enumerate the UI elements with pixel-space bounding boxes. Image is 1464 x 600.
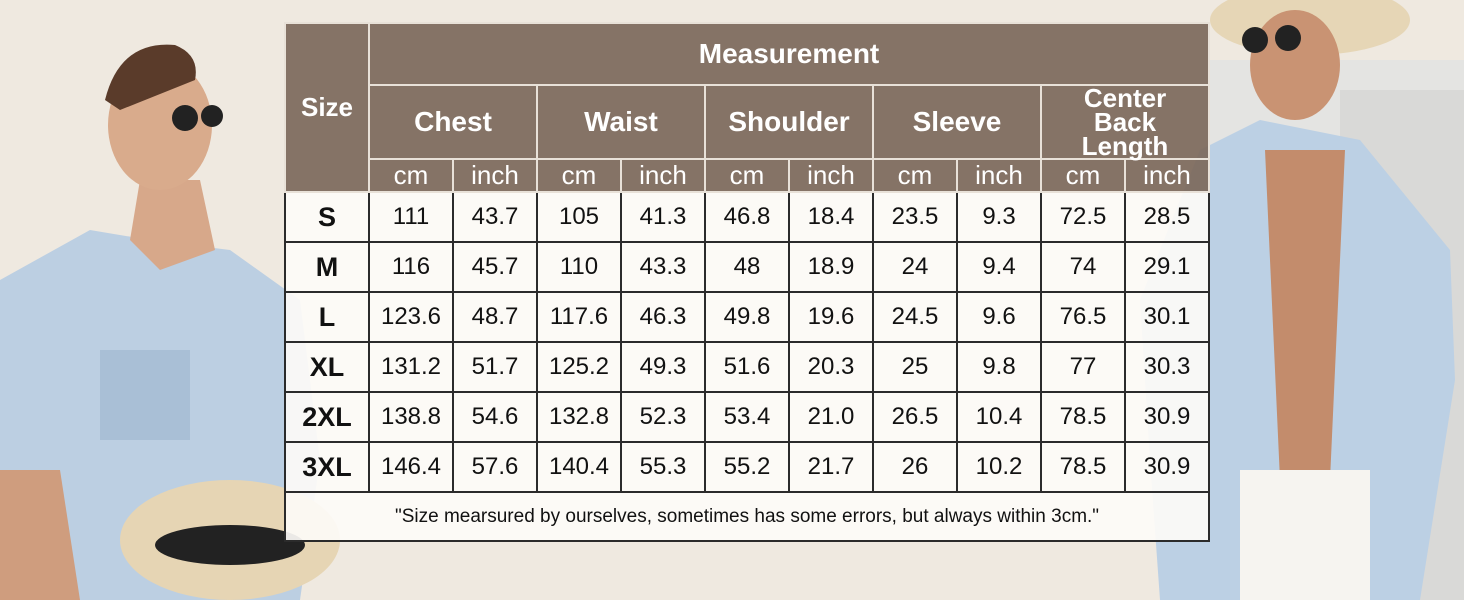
unit-header-cm: cm — [704, 158, 790, 193]
measurement-cell: 30.9 — [1123, 391, 1211, 443]
measurement-cell: 9.3 — [956, 191, 1042, 243]
measurement-cell: 26 — [872, 441, 958, 493]
measurement-cell: 77 — [1040, 341, 1126, 393]
model-left — [0, 44, 340, 600]
table-row: 3XL 146.4 57.6 140.4 55.3 55.2 21.7 26 10.2 78.5 3… — [284, 441, 1211, 493]
column-group-chest: Chest — [368, 84, 538, 160]
measurement-cell: 21.7 — [788, 441, 874, 493]
model-right — [1140, 0, 1455, 600]
table-row: 2XL 138.8 54.6 132.8 52.3 53.4 21.0 26.5 10.4 78.… — [284, 391, 1211, 443]
measurement-cell: 51.7 — [452, 341, 538, 393]
unit-header-inch: inch — [1123, 158, 1211, 193]
measurement-cell: 78.5 — [1040, 391, 1126, 443]
measurement-cell: 74 — [1040, 241, 1126, 293]
measurement-cell: 28.5 — [1123, 191, 1211, 243]
measurement-cell: 131.2 — [368, 341, 454, 393]
table-row: S 111 43.7 105 41.3 46.8 18.4 23.5 9.3 72.5 28.5 — [284, 191, 1211, 243]
size-chart-table: Size Measurement Chest Waist Shoulder Sleev… — [283, 22, 1211, 542]
measurement-cell: 117.6 — [536, 291, 622, 343]
measurement-cell: 23.5 — [872, 191, 958, 243]
measurement-cell: 20.3 — [788, 341, 874, 393]
measurement-cell: 132.8 — [536, 391, 622, 443]
measurement-cell: 19.6 — [788, 291, 874, 343]
measurement-cell: 72.5 — [1040, 191, 1126, 243]
measurement-cell: 10.4 — [956, 391, 1042, 443]
measurement-cell: 49.8 — [704, 291, 790, 343]
measurement-cell: 146.4 — [368, 441, 454, 493]
measurement-cell: 25 — [872, 341, 958, 393]
size-label: S — [284, 191, 370, 243]
measurement-cell: 123.6 — [368, 291, 454, 343]
measurement-cell: 53.4 — [704, 391, 790, 443]
size-header: Size — [284, 22, 370, 193]
measurement-cell: 140.4 — [536, 441, 622, 493]
measurement-cell: 18.4 — [788, 191, 874, 243]
measurement-cell: 78.5 — [1040, 441, 1126, 493]
measurement-cell: 24.5 — [872, 291, 958, 343]
measurement-note: "Size mearsured by ourselves, sometimes … — [283, 491, 1211, 542]
measurement-cell: 138.8 — [368, 391, 454, 443]
unit-header-inch: inch — [956, 158, 1042, 193]
measurement-cell: 21.0 — [788, 391, 874, 443]
measurement-cell: 18.9 — [788, 241, 874, 293]
measurement-cell: 30.1 — [1123, 291, 1211, 343]
unit-header-cm: cm — [872, 158, 958, 193]
measurement-header: Measurement — [367, 22, 1211, 86]
measurement-cell: 10.2 — [956, 441, 1042, 493]
measurement-cell: 30.9 — [1123, 441, 1211, 493]
measurement-cell: 55.3 — [620, 441, 706, 493]
measurement-cell: 125.2 — [536, 341, 622, 393]
size-label: L — [284, 291, 370, 343]
measurement-cell: 46.8 — [704, 191, 790, 243]
measurement-cell: 57.6 — [452, 441, 538, 493]
measurement-cell: 110 — [536, 241, 622, 293]
table-row: M 116 45.7 110 43.3 48 18.9 24 9.4 74 29.1 — [284, 241, 1211, 293]
measurement-cell: 48.7 — [452, 291, 538, 343]
unit-header-cm: cm — [1040, 158, 1126, 193]
column-group-center-back-length: Center Back Length — [1039, 84, 1211, 160]
unit-header-cm: cm — [536, 158, 622, 193]
measurement-cell: 9.6 — [956, 291, 1042, 343]
measurement-cell: 9.4 — [956, 241, 1042, 293]
measurement-cell: 45.7 — [452, 241, 538, 293]
unit-header-inch: inch — [452, 158, 538, 193]
measurement-cell: 41.3 — [620, 191, 706, 243]
measurement-cell: 29.1 — [1123, 241, 1211, 293]
measurement-cell: 46.3 — [620, 291, 706, 343]
size-label: 3XL — [284, 441, 370, 493]
size-label: 2XL — [284, 391, 370, 443]
measurement-cell: 55.2 — [704, 441, 790, 493]
measurement-cell: 49.3 — [620, 341, 706, 393]
unit-header-inch: inch — [788, 158, 874, 193]
measurement-cell: 48 — [704, 241, 790, 293]
unit-header-inch: inch — [620, 158, 706, 193]
measurement-cell: 105 — [536, 191, 622, 243]
measurement-cell: 9.8 — [956, 341, 1042, 393]
column-group-sleeve: Sleeve — [872, 84, 1042, 160]
table-row: XL 131.2 51.7 125.2 49.3 51.6 20.3 25 9.8 77 30.3 — [284, 341, 1211, 393]
measurement-cell: 26.5 — [872, 391, 958, 443]
measurement-cell: 111 — [368, 191, 454, 243]
unit-header-cm: cm — [368, 158, 454, 193]
size-label: XL — [284, 341, 370, 393]
measurement-cell: 43.7 — [452, 191, 538, 243]
measurement-cell: 54.6 — [452, 391, 538, 443]
measurement-cell: 116 — [368, 241, 454, 293]
measurement-cell: 30.3 — [1123, 341, 1211, 393]
measurement-cell: 52.3 — [620, 391, 706, 443]
column-group-shoulder: Shoulder — [704, 84, 874, 160]
measurement-cell: 51.6 — [704, 341, 790, 393]
measurement-cell: 24 — [872, 241, 958, 293]
size-label: M — [284, 241, 370, 293]
measurement-cell: 76.5 — [1040, 291, 1126, 343]
measurement-cell: 43.3 — [620, 241, 706, 293]
column-group-waist: Waist — [536, 84, 706, 160]
table-row: L 123.6 48.7 117.6 46.3 49.8 19.6 24.5 9.6 76.5 30… — [284, 291, 1211, 343]
